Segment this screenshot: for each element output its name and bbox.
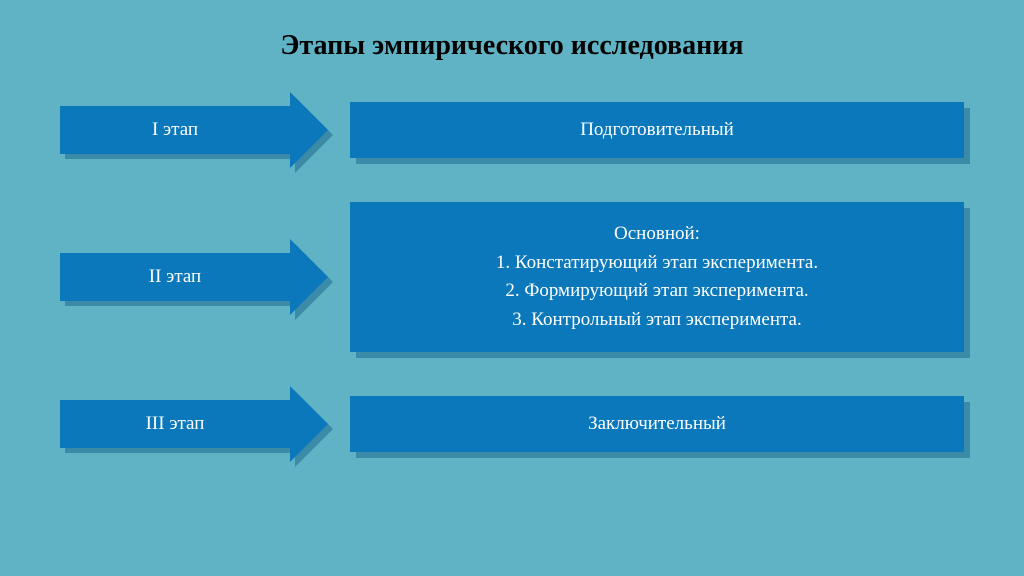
stage-box-line: 3. Контрольный этап эксперимента. [512, 306, 801, 335]
stage-box-line: Заключительный [588, 410, 726, 439]
stage-box-line: 1. Констатирующий этап эксперимента. [496, 249, 818, 278]
diagram-rows: I этап Подготовительный II этап Основной:1… [60, 92, 964, 462]
stage-arrow-label: III этап [60, 400, 290, 448]
diagram-row: III этап Заключительный [60, 386, 964, 462]
stage-box: Подготовительный [350, 102, 964, 159]
stage-box: Заключительный [350, 396, 964, 453]
diagram-row: I этап Подготовительный [60, 92, 964, 168]
stage-arrow: I этап [60, 92, 328, 168]
slide: Этапы эмпирического исследования I этап П… [0, 0, 1024, 576]
stage-arrow-label: II этап [60, 253, 290, 301]
stage-box-line: Подготовительный [580, 116, 734, 145]
slide-title: Этапы эмпирического исследования [60, 30, 964, 62]
stage-arrow: III этап [60, 386, 328, 462]
stage-box-line: Основной: [614, 220, 700, 249]
stage-box-line: 2. Формирующий этап эксперимента. [505, 277, 808, 306]
diagram-row: II этап Основной:1. Констатирующий этап э… [60, 202, 964, 352]
stage-arrow: II этап [60, 239, 328, 315]
stage-box: Основной:1. Констатирующий этап эксперим… [350, 202, 964, 352]
stage-arrow-label: I этап [60, 106, 290, 154]
